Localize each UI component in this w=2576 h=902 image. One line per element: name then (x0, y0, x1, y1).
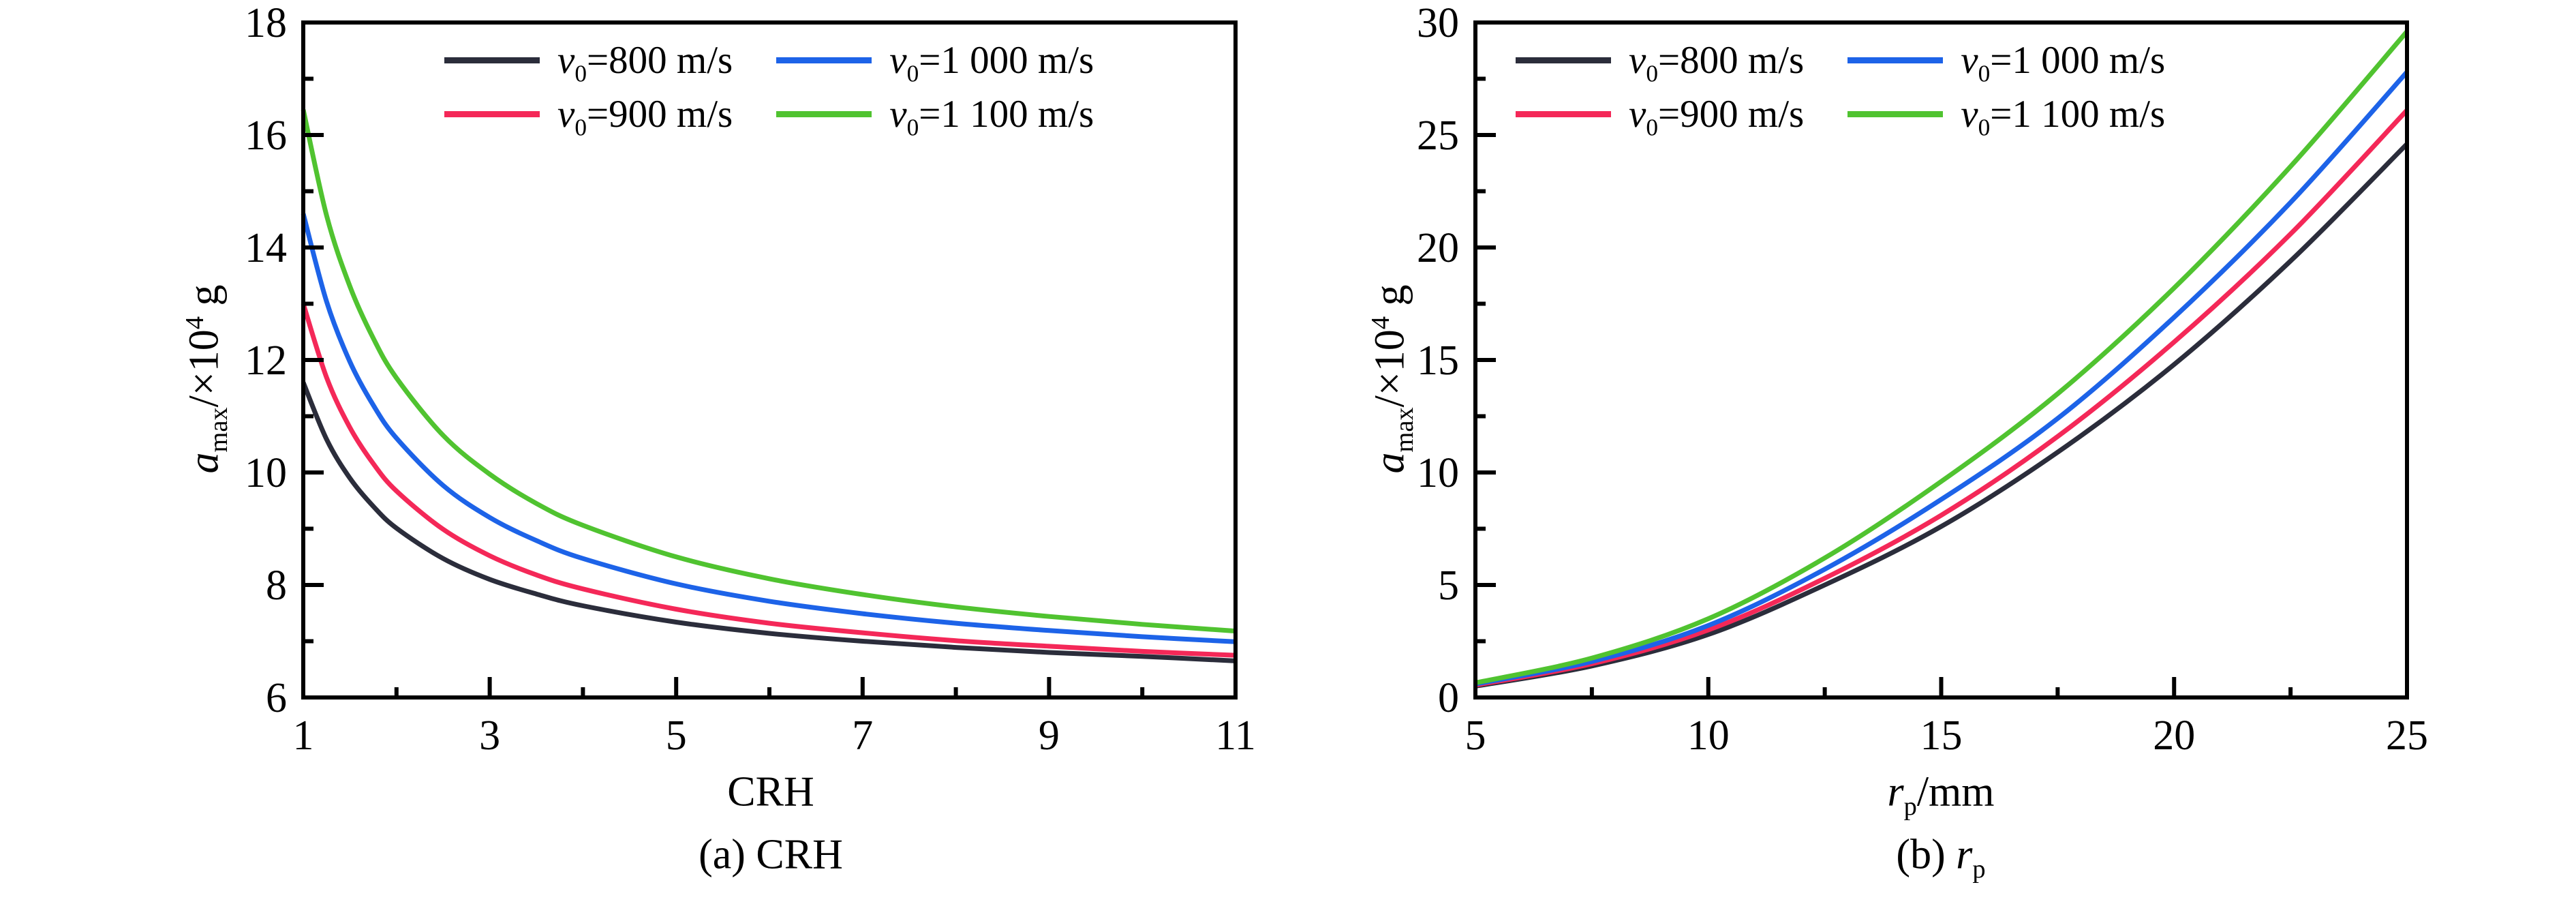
x-tick-label: 20 (2153, 712, 2195, 759)
y-tick-label: 12 (245, 337, 287, 384)
plot-b-curves (1475, 29, 2409, 689)
legend-label: v0=1 100 m/s (889, 93, 1094, 141)
plot-a-ylabel: amax/×104 g (180, 284, 233, 474)
legend-line-swatch (444, 111, 540, 117)
ylabel-sub: max (204, 407, 233, 453)
y-tick-label: 16 (245, 112, 287, 159)
legend-item: v0=1 100 m/s (776, 92, 1094, 141)
ylabel-sup: 4 (180, 316, 209, 330)
y-tick-label: 6 (266, 675, 287, 721)
series-line-1 (1475, 108, 2409, 688)
legend-line-swatch (1847, 57, 1944, 63)
legend-item: v0=800 m/s (444, 38, 733, 87)
x-tick-label: 7 (852, 712, 873, 759)
plot-b-legend: v0=800 m/s v0=900 m/s v0=1 000 m/s v0=1 100… (1516, 38, 2166, 141)
legend-label: v0=800 m/s (557, 39, 733, 87)
legend-line-swatch (1847, 111, 1944, 117)
ylabel-var: a (1366, 452, 1413, 474)
caption-prefix: (a) (699, 831, 756, 878)
caption-prefix: (b) (1896, 831, 1957, 878)
legend-item: v0=900 m/s (444, 92, 733, 141)
xlabel-sub: p (1903, 792, 1917, 821)
x-tick-label: 3 (479, 712, 500, 759)
ylabel-sub: max (1390, 407, 1419, 453)
plot-a-ticks (301, 20, 1238, 700)
legend-item: v0=1 100 m/s (1847, 92, 2166, 141)
plot-a: 1 3 5 7 9 11 6 8 10 12 14 16 18 (245, 0, 1256, 759)
x-tick-label: 5 (1465, 712, 1486, 759)
legend-item: v0=900 m/s (1516, 92, 1805, 141)
legend-line-swatch (1516, 57, 1611, 63)
plot-b-caption: (b) rp (1896, 831, 1985, 883)
y-tick-label: 8 (266, 562, 287, 609)
legend-label: v0=900 m/s (557, 93, 733, 141)
plot-b-xlabel: rp/mm (1887, 768, 1995, 820)
series-line-3 (301, 109, 1236, 634)
y-tick-label: 30 (1417, 0, 1459, 46)
ylabel-unit: g (1366, 284, 1413, 316)
y-tick-label: 25 (1417, 112, 1459, 159)
y-tick-label: 10 (245, 450, 287, 496)
legend-label: v0=800 m/s (1629, 39, 1805, 87)
plot-b-ylabel: amax/×104 g (1366, 284, 1419, 474)
plot-a-legend: v0=800 m/s v0=900 m/s v0=1 000 m/s v0=1 100… (444, 38, 1094, 141)
xlabel-unit: /mm (1916, 768, 1995, 815)
legend-item: v0=1 000 m/s (1847, 38, 2166, 87)
series-line-2 (1475, 70, 2409, 687)
x-tick-label: 10 (1687, 712, 1730, 759)
legend-item: v0=1 000 m/s (776, 38, 1094, 87)
legend-line-swatch (776, 111, 872, 117)
xlabel-var: r (1887, 768, 1904, 815)
y-tick-label: 18 (245, 0, 287, 46)
x-tick-label: 25 (2386, 712, 2428, 759)
legend-line-swatch (1516, 111, 1611, 117)
y-tick-label: 20 (1417, 225, 1459, 271)
legend-item: v0=800 m/s (1516, 38, 1805, 87)
plot-a-curves (301, 109, 1236, 663)
x-tick-label: 9 (1039, 712, 1060, 759)
x-tick-label: 15 (1920, 712, 1963, 759)
legend-label: v0=1 100 m/s (1961, 93, 2166, 141)
legend-line-swatch (444, 57, 540, 63)
ylabel-mid: /×10 (181, 329, 228, 408)
legend-label: v0=900 m/s (1629, 93, 1805, 141)
legend-label: v0=1 000 m/s (889, 39, 1094, 87)
x-tick-label: 11 (1215, 712, 1256, 759)
legend-line-swatch (776, 57, 872, 63)
ylabel-unit: g (181, 284, 228, 316)
y-tick-label: 15 (1417, 337, 1459, 384)
series-line-0 (301, 381, 1236, 663)
plot-a-xlabel: CRH (727, 768, 814, 815)
plot-b-ticks (1473, 20, 2409, 700)
y-tick-label: 5 (1438, 562, 1459, 609)
x-tick-label: 5 (666, 712, 687, 759)
ylabel-mid: /×10 (1366, 329, 1413, 408)
ylabel-var: a (181, 452, 228, 474)
y-tick-label: 0 (1438, 675, 1459, 721)
legend-label: v0=1 000 m/s (1961, 39, 2166, 87)
y-tick-label: 10 (1417, 450, 1459, 496)
y-tick-label: 14 (245, 225, 287, 271)
plot-a-tick-labels: 1 3 5 7 9 11 6 8 10 12 14 16 18 (245, 0, 1256, 759)
series-line-3 (1475, 29, 2409, 685)
series-line-0 (1475, 142, 2409, 689)
series-line-1 (301, 303, 1236, 658)
x-tick-label: 1 (293, 712, 314, 759)
caption-var: r (1956, 831, 1973, 878)
caption-text: CRH (756, 831, 843, 878)
ylabel-sup: 4 (1366, 316, 1395, 330)
plot-a-caption: (a) CRH (699, 831, 843, 880)
caption-sub: p (1972, 854, 1986, 884)
series-line-2 (301, 213, 1236, 644)
